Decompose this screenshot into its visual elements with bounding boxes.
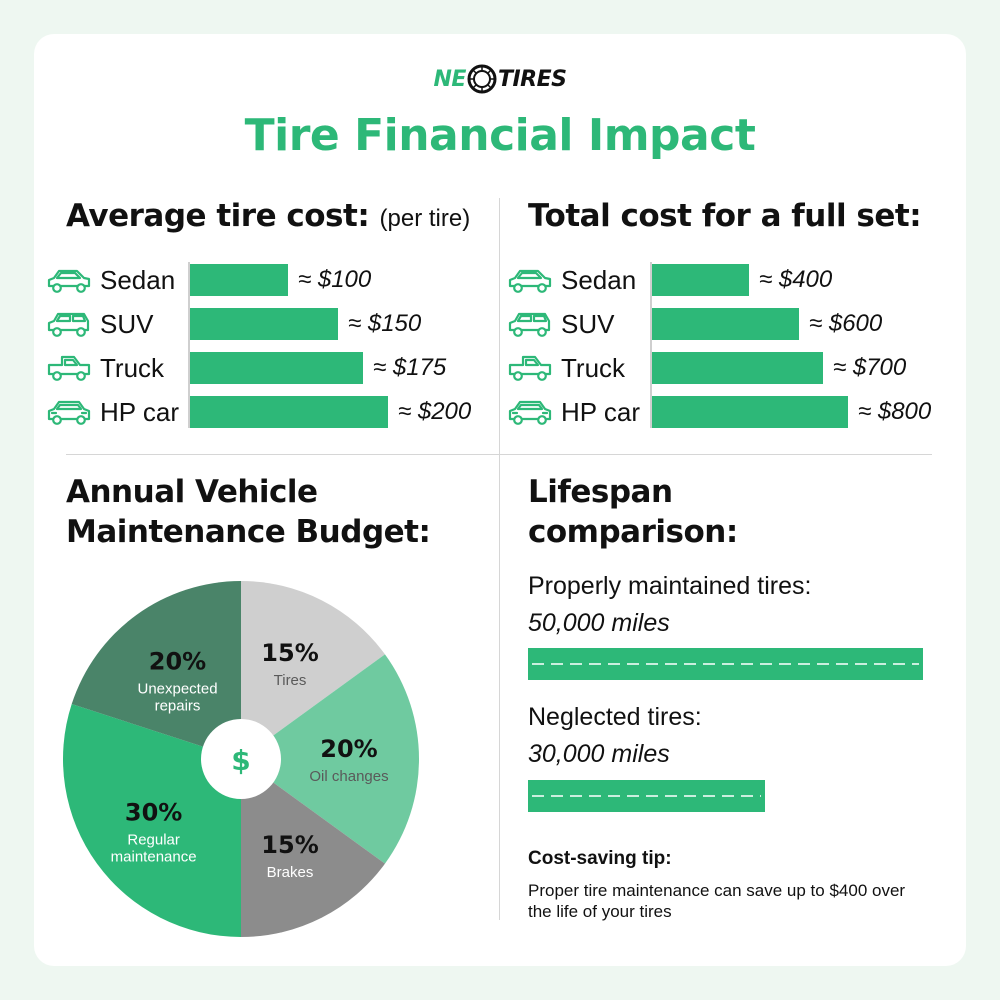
avg-cost-row-sedan: Sedan ≈ $100 (46, 262, 486, 298)
dollar-icon: $ (231, 744, 250, 777)
full-set-bar (650, 264, 749, 296)
full-set-row-sedan: Sedan ≈ $400 (507, 262, 947, 298)
pie-slice-label: Oil changes (309, 768, 388, 785)
logo-text-tires: TIRES (497, 66, 567, 92)
full-set-value-label: ≈ $600 (809, 310, 883, 337)
pie-slice-unexpected-repairs (71, 581, 241, 759)
truck-icon (47, 355, 91, 381)
full-set-row-truck: Truck ≈ $700 (507, 350, 947, 386)
lifespan-maintained-value: 50,000 miles (528, 609, 670, 637)
sedan-icon (508, 269, 552, 293)
lifespan-heading-line1: Lifespan (528, 474, 673, 510)
pie-percent-label: 30% (125, 798, 182, 826)
budget-pie-chart: $15% Tires 20% Oil changes 15% Brakes 30% Regul… (62, 581, 420, 937)
pie-center-circle (201, 719, 281, 799)
avg-cost-heading: Average tire cost: (per tire) (66, 196, 470, 239)
pie-percent-label: 20% (149, 648, 206, 676)
lifespan-heading-line2: comparison: (528, 514, 738, 550)
neotires-logo: NE TIRES (0, 64, 1000, 104)
lifespan-neglected-bar (528, 780, 765, 812)
avg-cost-heading-text: Average tire cost: (66, 198, 370, 234)
pie-percent-label: 15% (261, 639, 318, 667)
full-set-row-suv: SUV ≈ $600 (507, 306, 947, 342)
avg-cost-bar (188, 308, 338, 340)
truck-icon (508, 355, 552, 381)
pie-slice-label: Unexpected (137, 681, 217, 698)
lifespan-neglected-label: Neglected tires: (528, 703, 702, 731)
suv-icon (47, 312, 90, 337)
full-set-value-label: ≈ $800 (858, 398, 932, 425)
lifespan-heading: Lifespan comparison: (528, 472, 738, 552)
full-set-label: Sedan (561, 265, 637, 295)
pie-slice-label: Regular (127, 831, 180, 848)
avg-cost-bar (188, 264, 288, 296)
budget-heading-line1: Annual Vehicle (66, 474, 318, 510)
full-set-axis-line (650, 262, 652, 428)
pie-slice-brakes (241, 759, 386, 937)
avg-cost-subheading: (per tire) (379, 205, 471, 232)
pie-slice-label: maintenance (111, 848, 197, 865)
avg-cost-value-label: ≈ $100 (298, 266, 372, 293)
pie-slice-label: Brakes (267, 864, 314, 881)
avg-cost-row-suv: SUV ≈ $150 (46, 306, 486, 342)
full-set-bar (650, 396, 848, 428)
road-dash-lines (532, 795, 761, 797)
hp-car-icon (47, 400, 91, 425)
avg-cost-bar (188, 352, 363, 384)
full-set-bar (650, 308, 799, 340)
full-set-heading: Total cost for a full set: (528, 198, 922, 234)
logo-text-ne: NE (433, 66, 467, 92)
avg-cost-label: Truck (100, 353, 165, 383)
full-set-bar (650, 352, 823, 384)
full-set-row-hp-car: HP car ≈ $800 (507, 394, 947, 430)
tip-text: Proper tire maintenance can save up to $… (528, 881, 906, 921)
avg-cost-value-label: ≈ $200 (398, 398, 472, 425)
pie-percent-label: 20% (320, 735, 377, 763)
pie-slice-tires (241, 581, 386, 759)
full-set-value-label: ≈ $700 (833, 354, 907, 381)
full-set-label: SUV (561, 309, 615, 339)
pie-slice-label: Tires (274, 672, 307, 689)
avg-cost-row-hp-car: HP car ≈ $200 (46, 394, 486, 430)
budget-heading-line2: Maintenance Budget: (66, 514, 431, 550)
page-title: Tire Financial Impact (244, 110, 756, 161)
tire-icon (467, 64, 497, 94)
full-set-label: Truck (561, 353, 626, 383)
avg-cost-bar (188, 396, 388, 428)
pie-slice-regular-maintenance (62, 703, 241, 937)
sedan-icon (47, 269, 91, 293)
avg-cost-label: HP car (100, 397, 179, 427)
horizontal-divider (66, 454, 932, 455)
avg-cost-value-label: ≈ $175 (373, 354, 447, 381)
pie-slice-oil-changes (241, 654, 420, 864)
pie-percent-label: 15% (261, 831, 318, 859)
avg-cost-row-truck: Truck ≈ $175 (46, 350, 486, 386)
full-set-value-label: ≈ $400 (759, 266, 833, 293)
lifespan-maintained-bar (528, 648, 923, 680)
avg-cost-axis-line (188, 262, 190, 428)
hp-car-icon (508, 400, 552, 425)
avg-cost-label: Sedan (100, 265, 176, 295)
avg-cost-label: SUV (100, 309, 154, 339)
suv-icon (508, 312, 551, 337)
budget-heading: Annual Vehicle Maintenance Budget: (66, 472, 431, 552)
pie-slice-label: repairs (155, 698, 201, 715)
full-set-label: HP car (561, 397, 640, 427)
lifespan-neglected-value: 30,000 miles (528, 740, 670, 768)
avg-cost-value-label: ≈ $150 (348, 310, 422, 337)
lifespan-maintained-label: Properly maintained tires: (528, 572, 812, 600)
tip-title: Cost-saving tip: (528, 848, 672, 869)
vertical-divider (499, 198, 500, 920)
road-dash-lines (532, 663, 919, 665)
